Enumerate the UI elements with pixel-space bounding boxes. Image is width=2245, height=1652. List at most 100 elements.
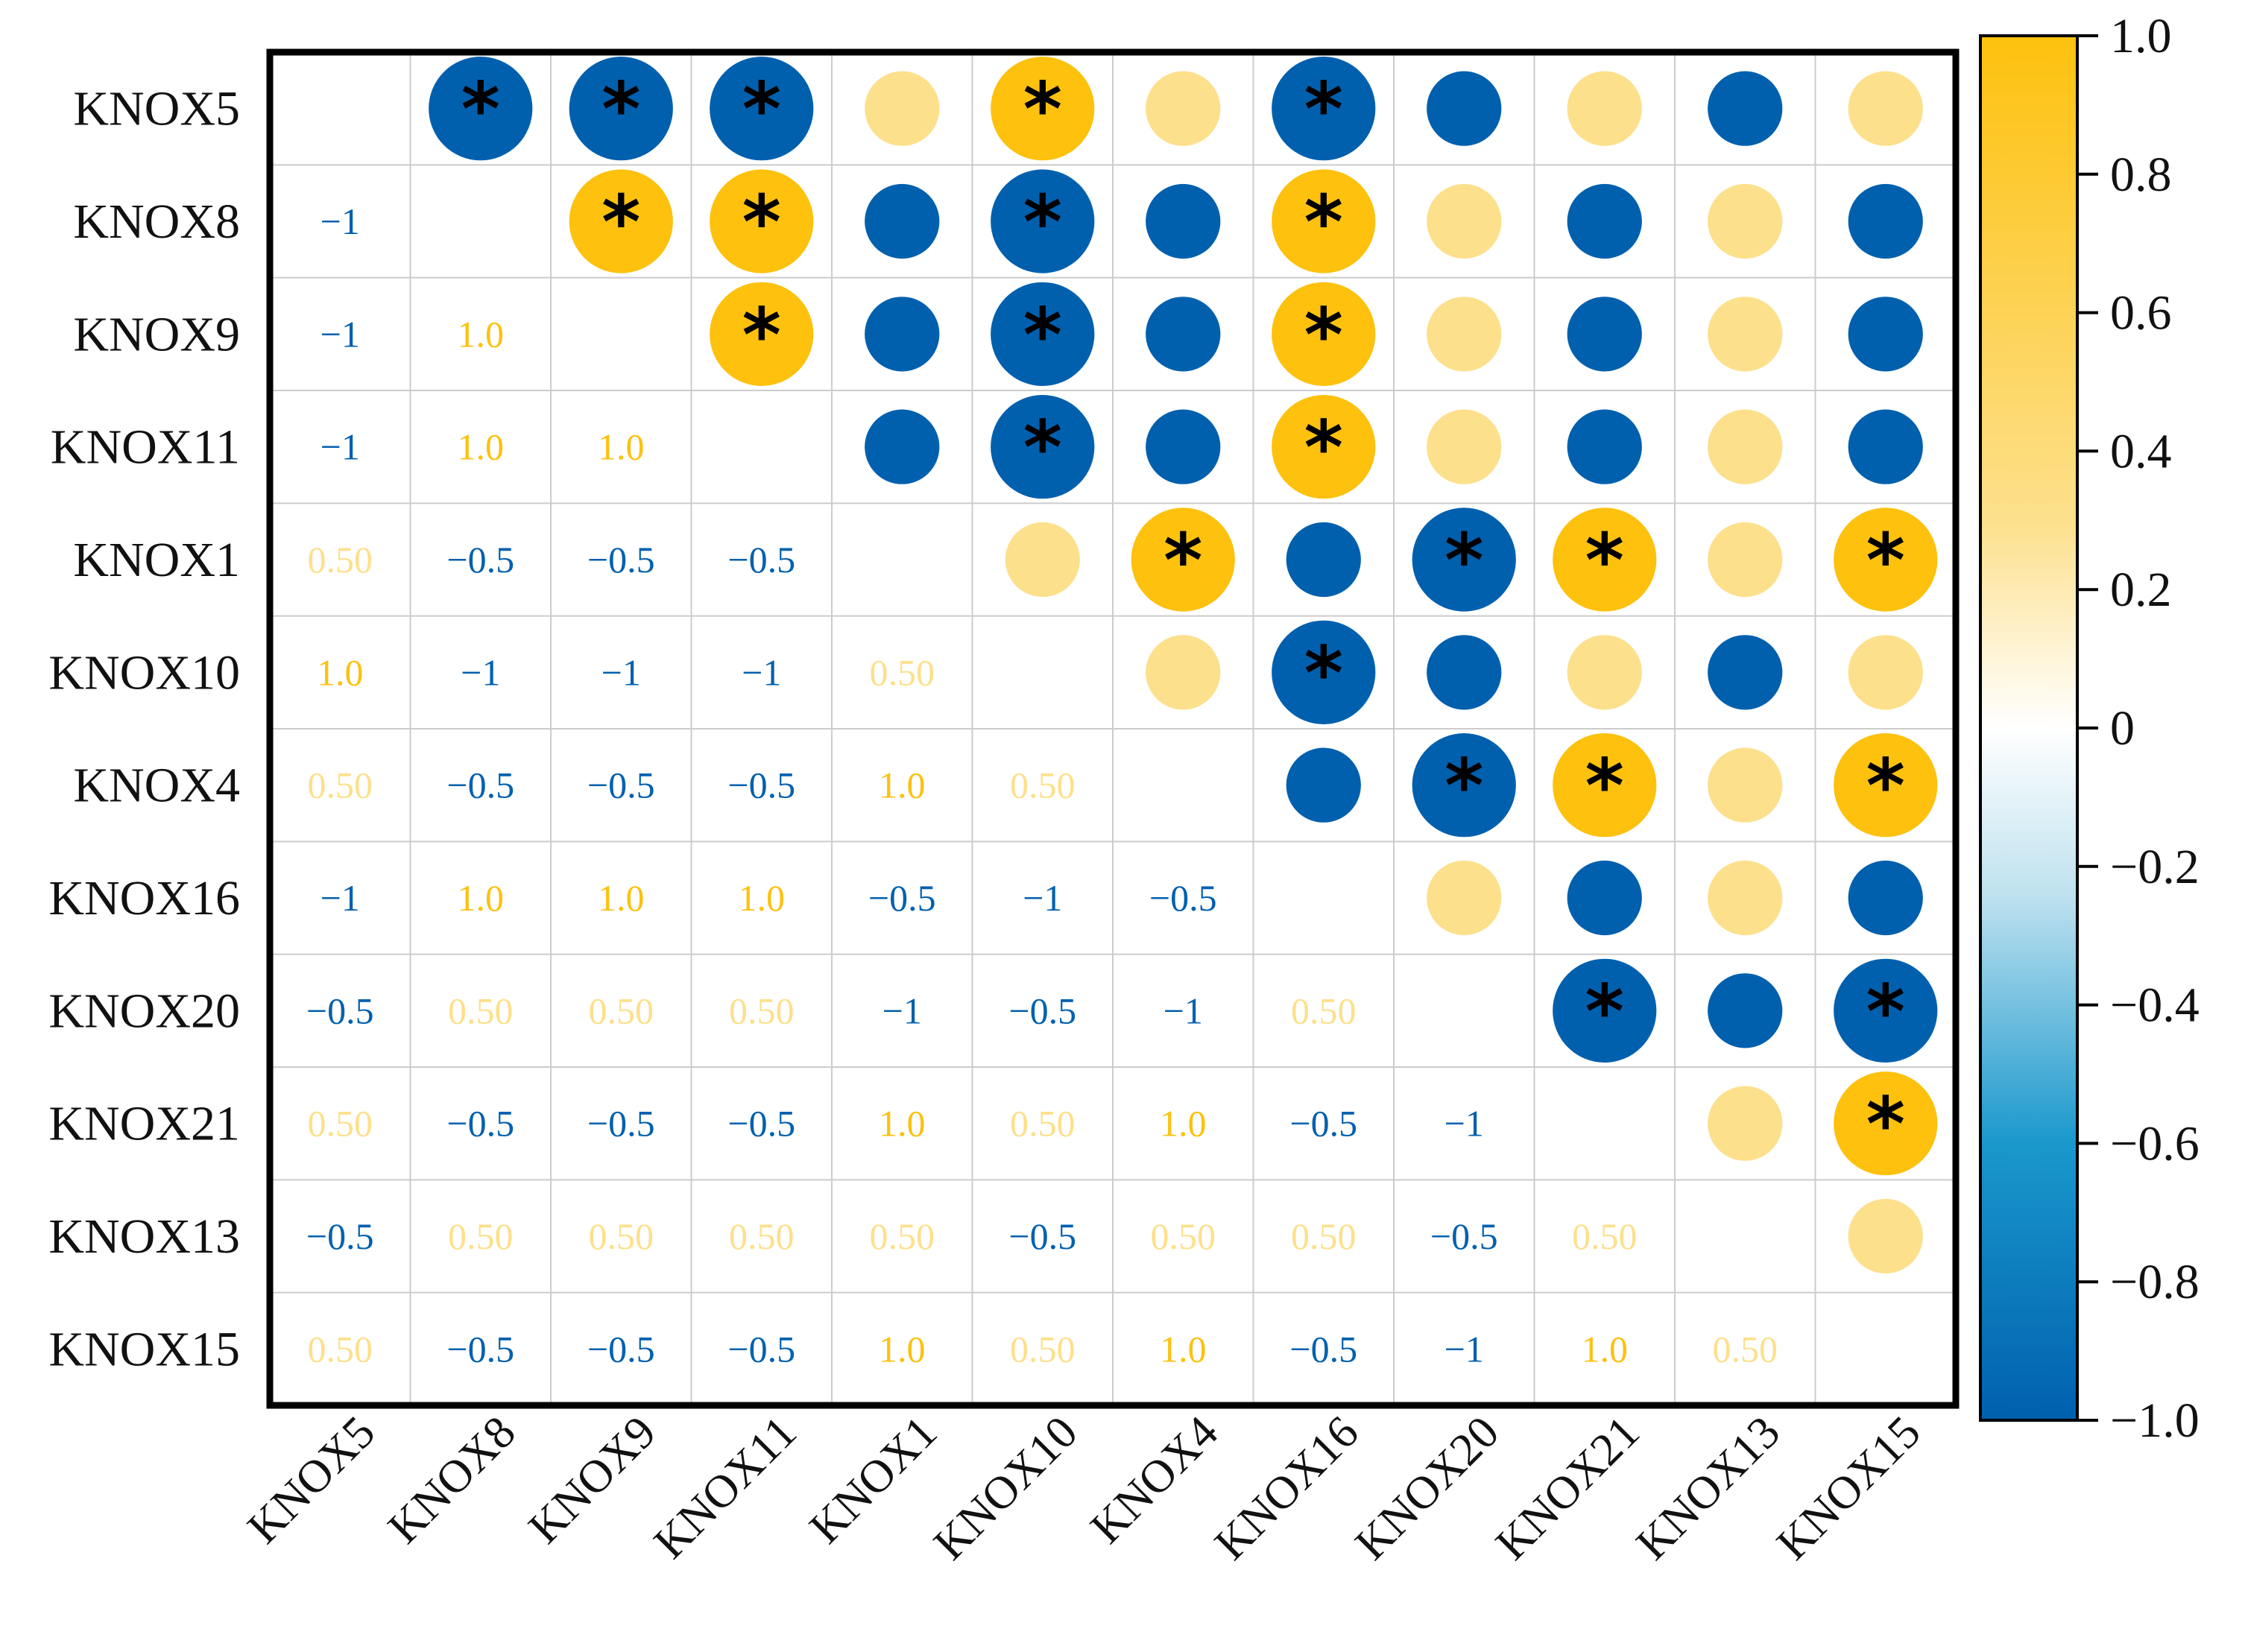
significance-star: * (1304, 179, 1343, 266)
correlation-circle-knox5-knox15 (1848, 71, 1923, 146)
correlation-value-knox16-knox9: 1.0 (598, 877, 645, 919)
correlation-circle-knox10-knox16 (1272, 620, 1376, 724)
column-label-knox16: KNOX16 (1205, 1407, 1368, 1570)
correlation-circle-knox20-knox21 (1553, 958, 1657, 1063)
correlation-value-knox21-knox1: 1.0 (879, 1103, 926, 1145)
correlation-circle-knox5-knox13 (1708, 71, 1783, 146)
correlation-value-knox20-knox1: −1 (882, 990, 922, 1031)
correlation-value-knox21-knox10: 0.50 (1010, 1103, 1076, 1145)
correlation-circle-knox9-knox20 (1427, 297, 1502, 372)
correlation-value-knox4-knox10: 0.50 (1010, 765, 1076, 806)
correlation-value-knox20-knox4: −1 (1163, 990, 1203, 1031)
significance-star: * (1023, 179, 1062, 266)
column-label-knox1: KNOX1 (800, 1407, 947, 1554)
significance-star: * (1866, 968, 1905, 1055)
correlation-value-knox20-knox10: −0.5 (1008, 990, 1076, 1031)
significance-star: * (1304, 66, 1343, 154)
correlation-value-knox15-knox16: −0.5 (1289, 1328, 1357, 1370)
correlation-circle-knox13-knox15 (1848, 1198, 1923, 1274)
correlation-circle-knox9-knox11 (710, 282, 814, 386)
correlation-circle-knox10-knox20 (1427, 635, 1502, 710)
correlation-circle-knox10-knox21 (1567, 635, 1642, 710)
grid-lines (270, 52, 1956, 1405)
significance-star: * (1866, 1081, 1905, 1168)
correlation-value-knox16-knox5: −1 (321, 877, 360, 919)
correlation-value-knox21-knox20: −1 (1444, 1103, 1484, 1145)
correlation-value-knox15-knox20: −1 (1444, 1328, 1484, 1370)
correlation-circle-knox5-knox16 (1272, 57, 1376, 161)
correlation-value-knox21-knox8: −0.5 (446, 1103, 514, 1145)
correlation-value-knox10-knox9: −1 (601, 651, 641, 693)
correlation-value-knox10-knox1: 0.50 (870, 651, 935, 693)
correlation-value-knox13-knox4: 0.50 (1151, 1215, 1216, 1257)
correlation-circle-knox16-knox13 (1708, 860, 1783, 936)
correlation-circle-knox4-knox13 (1708, 747, 1783, 823)
row-label-knox8: KNOX8 (73, 194, 240, 249)
correlation-circle-knox1-knox13 (1708, 522, 1783, 598)
correlation-circle-knox10-knox13 (1708, 635, 1783, 710)
row-label-knox1: KNOX1 (73, 533, 240, 587)
correlation-circle-knox5-knox20 (1427, 71, 1502, 146)
correlation-circle-knox4-knox20 (1412, 733, 1516, 838)
plot-frame (266, 48, 1960, 1409)
correlation-value-knox1-knox5: 0.50 (308, 539, 373, 580)
correlation-value-knox21-knox16: −0.5 (1289, 1103, 1357, 1145)
significance-star: * (1304, 630, 1343, 717)
correlation-value-knox4-knox9: −0.5 (587, 765, 655, 806)
correlation-circle-knox20-knox15 (1834, 958, 1938, 1063)
correlation-value-knox4-knox5: 0.50 (308, 765, 373, 806)
correlation-circle-knox11-knox13 (1708, 409, 1783, 484)
correlation-circle-knox9-knox21 (1567, 297, 1642, 372)
correlation-value-knox20-knox5: −0.5 (306, 990, 374, 1031)
colorbar-ticks: 1.0 0.8 0.6 0.4 0.2 0 −0.2 −0.4 −0.6 −0.8 −1.0 (2077, 9, 2200, 1448)
column-label-knox9: KNOX9 (519, 1407, 666, 1554)
correlation-value-knox1-knox11: −0.5 (727, 539, 795, 580)
correlation-circle-knox5-knox8 (429, 57, 533, 161)
correlation-value-knox11-knox5: −1 (321, 426, 360, 468)
correlation-value-knox9-knox5: −1 (321, 313, 360, 355)
correlation-circle-knox16-knox21 (1567, 860, 1642, 936)
column-label-knox4: KNOX4 (1081, 1407, 1228, 1554)
correlation-circle-knox8-knox20 (1427, 183, 1502, 259)
correlation-circle-knox11-knox20 (1427, 409, 1502, 484)
correlation-circle-knox9-knox4 (1146, 297, 1221, 372)
correlation-circle-knox10-knox4 (1146, 635, 1221, 710)
correlation-value-knox8-knox5: −1 (321, 200, 360, 242)
correlation-value-knox10-knox8: −1 (461, 651, 500, 693)
correlation-value-knox11-knox8: 1.0 (458, 426, 505, 468)
correlation-circle-knox9-knox10 (991, 282, 1095, 386)
correlation-circle-knox4-knox21 (1553, 733, 1657, 838)
row-label-knox5: KNOX5 (73, 82, 240, 136)
correlation-circle-knox21-knox15 (1834, 1072, 1938, 1176)
correlation-value-knox16-knox8: 1.0 (458, 877, 505, 919)
correlation-circle-knox20-knox13 (1708, 973, 1783, 1048)
significance-star: * (461, 66, 500, 154)
column-label-knox5: KNOX5 (238, 1407, 385, 1554)
correlation-value-knox21-knox9: −0.5 (587, 1103, 655, 1145)
colorbar-tick-label: 0.8 (2110, 148, 2172, 202)
significance-star: * (601, 66, 640, 154)
row-label-knox11: KNOX11 (51, 420, 240, 475)
correlation-value-knox15-knox13: 0.50 (1713, 1328, 1778, 1370)
correlation-circle-knox1-knox10 (1005, 522, 1080, 598)
correlation-value-knox16-knox10: −1 (1023, 877, 1062, 919)
correlation-circle-knox8-knox15 (1848, 183, 1923, 259)
correlation-value-knox20-knox9: 0.50 (589, 990, 654, 1031)
correlation-value-knox13-knox9: 0.50 (589, 1215, 654, 1257)
colorbar-tick-label: 1.0 (2110, 9, 2172, 63)
correlation-value-knox1-knox8: −0.5 (446, 539, 514, 580)
correlation-value-knox13-knox10: −0.5 (1008, 1215, 1076, 1257)
correlation-circle-knox8-knox13 (1708, 183, 1783, 259)
correlation-circle-knox8-knox10 (991, 169, 1095, 273)
correlation-circle-knox1-knox21 (1553, 507, 1657, 612)
correlation-value-knox21-knox5: 0.50 (308, 1103, 373, 1145)
significance-star: * (1163, 517, 1202, 604)
significance-star: * (1023, 66, 1062, 154)
correlation-circle-knox5-knox21 (1567, 71, 1642, 146)
colorbar-gradient (1979, 34, 2079, 1422)
significance-star: * (601, 179, 640, 266)
correlation-value-knox1-knox9: −0.5 (587, 539, 655, 580)
correlation-value-knox21-knox4: 1.0 (1160, 1103, 1207, 1145)
column-label-knox20: KNOX20 (1346, 1407, 1509, 1570)
